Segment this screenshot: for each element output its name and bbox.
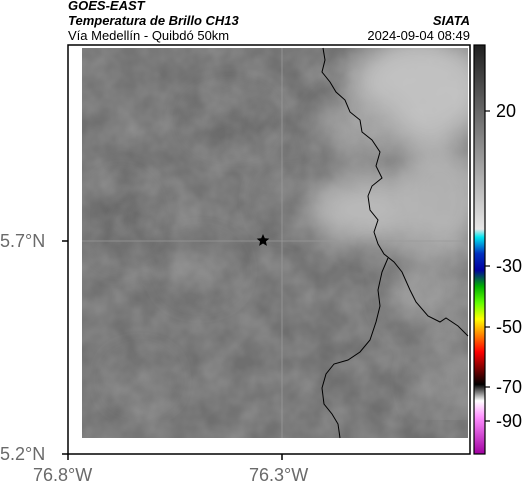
x-tick-76.3W: 76.3°W <box>249 465 309 485</box>
timestamp: 2024-09-04 08:49 <box>367 28 470 43</box>
star-icon <box>256 234 270 246</box>
title-line-1: GOES-EAST <box>68 0 145 13</box>
colorbar-label-minus70: -70 <box>496 377 523 397</box>
colorbar-label-minus90: -90 <box>496 411 523 431</box>
colorbar-label-minus50: -50 <box>496 317 523 337</box>
x-tick-76.8W: 76.8°W <box>33 465 93 485</box>
colorbar-label-minus30: -30 <box>496 256 523 276</box>
colorbar-label-20: 20 <box>496 101 517 121</box>
title-line-2: Temperatura de Brillo CH13 <box>68 13 239 28</box>
colorbar <box>474 45 485 454</box>
department-border-south <box>321 257 389 439</box>
brand-label: SIATA <box>432 13 470 28</box>
map-frame <box>67 44 471 455</box>
y-tick-5.7N: 5.7°N <box>0 231 46 251</box>
y-tick-5.2N: 5.2°N <box>0 444 46 464</box>
subtitle: Vía Medellín - Quibdó 50km <box>68 28 230 43</box>
satellite-image <box>82 48 468 438</box>
department-border <box>321 47 469 337</box>
